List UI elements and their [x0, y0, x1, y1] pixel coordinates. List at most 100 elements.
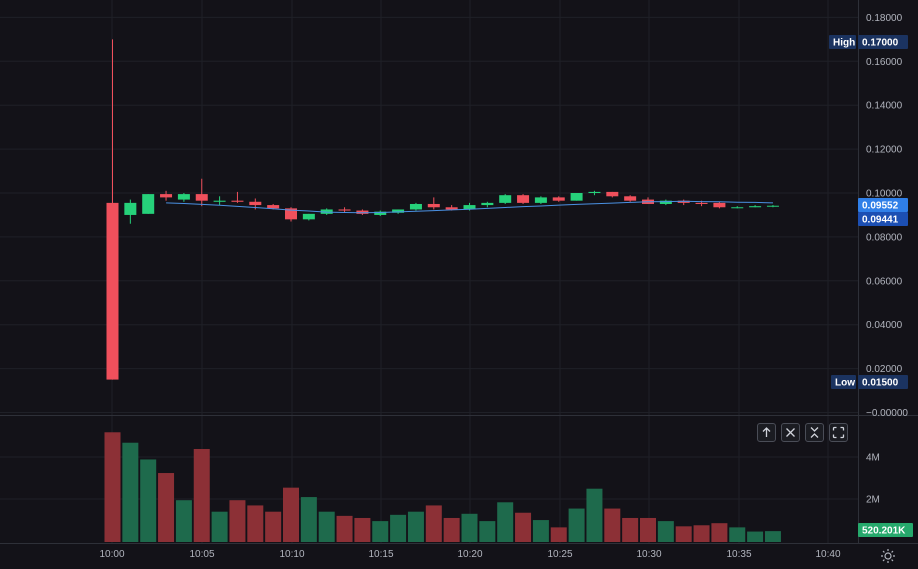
candle-body	[160, 194, 173, 198]
volume-bar	[604, 508, 621, 542]
candle-body	[195, 194, 208, 201]
candle-body	[338, 209, 351, 211]
candle-body	[713, 202, 726, 208]
volume-bar	[711, 523, 728, 542]
time-tick-label: 10:25	[547, 549, 572, 560]
last-price-tag-bg	[858, 212, 908, 226]
volume-value-tag: 520.201K	[858, 523, 913, 537]
candle-body	[731, 207, 744, 209]
maximize-icon	[832, 426, 845, 439]
candle-body	[552, 197, 565, 201]
price-tick-label: 0.04000	[866, 320, 903, 331]
volume-bar	[354, 517, 371, 542]
candle-body	[249, 201, 262, 206]
price-tick-label: −0.00000	[866, 408, 908, 419]
volume-bar	[586, 488, 603, 542]
volume-bar	[550, 527, 567, 542]
time-tick-label: 10:00	[99, 549, 124, 560]
price-tick-label: 0.18000	[866, 13, 903, 24]
low-label-tag: Low	[831, 375, 856, 389]
volume-bars	[104, 432, 781, 542]
low-label-tag-text: Low	[835, 378, 855, 389]
high-value-tag: 0.17000	[858, 35, 908, 49]
candle-body	[106, 202, 119, 380]
price-axis[interactable]: 0.18000 0.16000 0.14000 0.12000 0.10000 0.080…	[866, 13, 908, 419]
volume-value-tag-bg	[858, 523, 913, 537]
volume-bar	[479, 521, 496, 542]
time-tick-label: 10:05	[189, 549, 214, 560]
last-price-tag: 0.09441	[858, 212, 908, 226]
volume-bar	[390, 514, 407, 542]
candle-body	[588, 191, 601, 193]
candle-body	[285, 208, 297, 220]
volume-bar	[140, 459, 157, 542]
volume-bar	[372, 521, 389, 542]
candle-body	[749, 206, 762, 208]
candle-body	[392, 209, 405, 213]
close-pane-button[interactable]	[781, 423, 800, 442]
arrow-up-icon	[762, 427, 771, 437]
moving-average-tag-text: 0.09552	[862, 201, 899, 212]
high-value-tag-text: 0.17000	[862, 38, 899, 49]
move-up-button[interactable]	[757, 423, 776, 442]
price-tags: High 0.17000 Low 0.01500 0.09552 0.09441 520.2…	[829, 35, 913, 537]
collapse-icon	[810, 427, 819, 438]
close-icon	[786, 428, 795, 437]
candle-body	[766, 205, 779, 207]
low-label-tag-bg	[831, 375, 856, 389]
candle-body	[231, 200, 244, 202]
price-tick-label: 0.06000	[866, 276, 903, 287]
low-value-tag: 0.01500	[858, 375, 908, 389]
candle-body	[177, 194, 190, 200]
price-tick-label: 0.14000	[866, 101, 903, 112]
volume-bar	[622, 517, 639, 542]
maximize-pane-button[interactable]	[829, 423, 848, 442]
volume-bar	[497, 502, 514, 542]
candle-body	[517, 195, 530, 203]
candle-body	[570, 193, 583, 201]
volume-bar	[675, 526, 692, 542]
low-value-tag-bg	[858, 375, 908, 389]
volume-tick-label: 4M	[866, 453, 880, 464]
volume-bar	[318, 511, 335, 542]
volume-bar	[122, 442, 139, 542]
candle-body	[427, 203, 440, 208]
volume-value-tag-text: 520.201K	[862, 526, 906, 537]
volume-bar	[693, 525, 710, 542]
volume-bar	[193, 448, 210, 542]
collapse-pane-button[interactable]	[805, 423, 824, 442]
price-tick-label: 0.02000	[866, 364, 903, 375]
moving-average-line	[166, 200, 774, 214]
volume-axis[interactable]: 4M 2M	[866, 453, 880, 506]
volume-bar	[104, 432, 121, 542]
price-tick-label: 0.12000	[866, 145, 903, 156]
candle-body	[481, 202, 494, 206]
time-tick-label: 10:40	[815, 549, 840, 560]
candle-body	[624, 196, 637, 201]
candle-body	[695, 202, 708, 204]
volume-bar	[747, 531, 764, 542]
volume-bar	[443, 517, 460, 542]
candle-body	[142, 194, 155, 214]
volume-bar	[640, 517, 656, 542]
time-axis[interactable]: 10:00 10:05 10:10 10:15 10:20 10:25 10:30 10:35…	[99, 549, 840, 560]
volume-bar	[729, 527, 746, 542]
time-tick-label: 10:10	[279, 549, 304, 560]
candle-body	[499, 195, 512, 203]
settings-gear-icon[interactable]	[880, 548, 896, 564]
low-value-tag-text: 0.01500	[862, 378, 899, 389]
volume-bar	[300, 497, 317, 542]
candle-body	[445, 207, 458, 210]
volume-bar	[407, 511, 424, 542]
candle-body	[356, 210, 369, 214]
volume-bar	[425, 505, 442, 542]
candle-body	[409, 203, 422, 210]
candle-body	[659, 200, 672, 204]
volume-bar	[461, 513, 478, 542]
volume-bar	[283, 487, 299, 542]
time-tick-label: 10:30	[636, 549, 661, 560]
axis-lines	[0, 0, 918, 544]
price-tick-label: 0.08000	[866, 232, 903, 243]
candle-body	[606, 191, 619, 197]
